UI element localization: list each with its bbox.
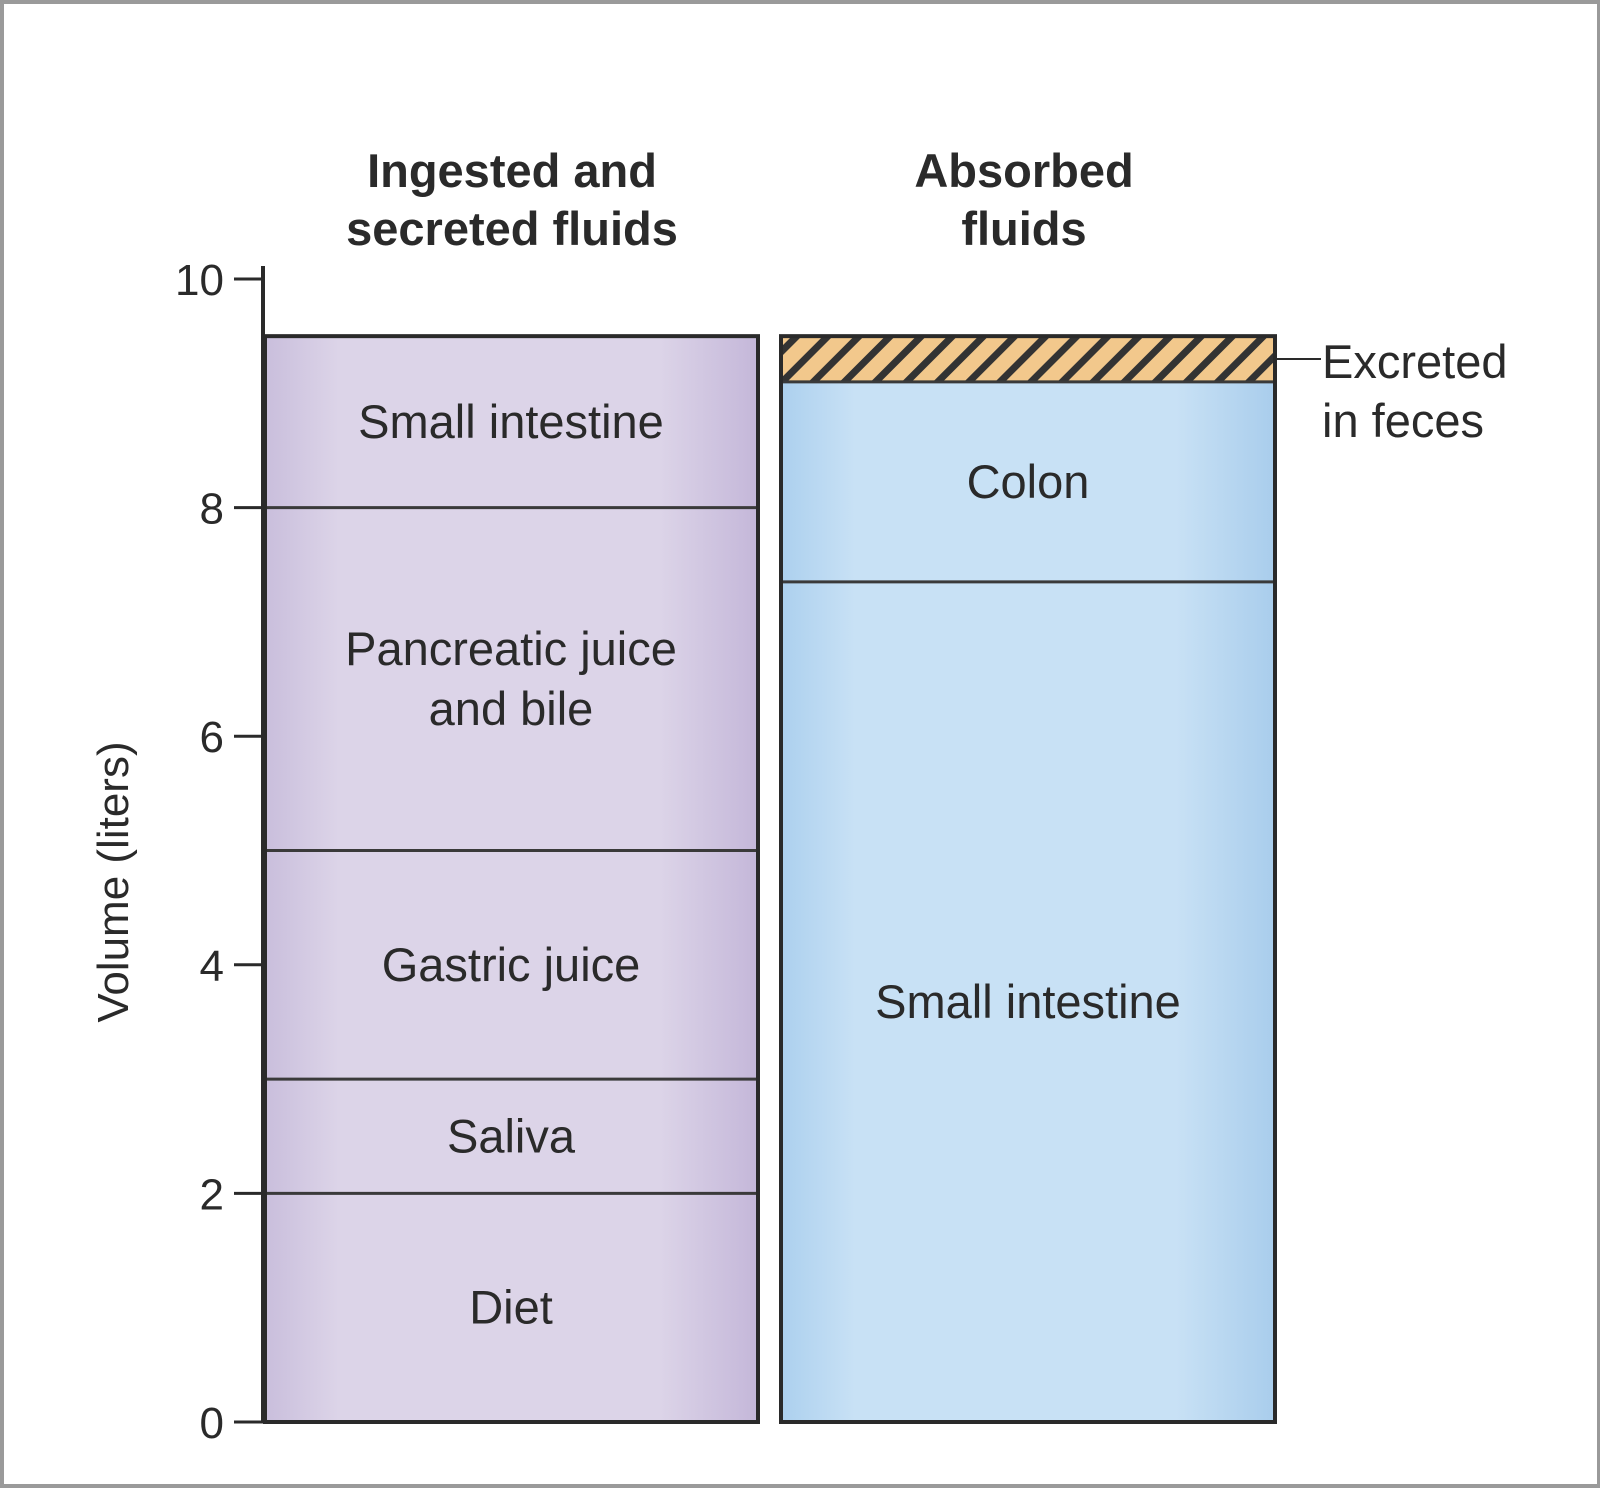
- segment-label: Colon: [967, 455, 1090, 508]
- stacked-bar-chart: 0 2 4 6 8 10 Volume (liters) Ingested andsecret…: [89, 144, 1507, 1448]
- y-tick-label: 6: [200, 713, 224, 762]
- column-header: Absorbed: [914, 144, 1133, 197]
- segment-label: Pancreatic juice: [345, 622, 677, 675]
- segment-label: Small intestine: [875, 975, 1181, 1028]
- excreted-segment: [781, 336, 1275, 382]
- bar-segment: [265, 336, 758, 508]
- y-tick-label: 2: [200, 1170, 224, 1219]
- segment-label: Small intestine: [358, 395, 664, 448]
- segment-label: Saliva: [447, 1109, 576, 1162]
- bar-segment: [265, 850, 758, 1080]
- segment-label: Diet: [469, 1281, 553, 1334]
- segment-label: and bile: [429, 682, 594, 735]
- bar-outline: [779, 334, 1277, 1424]
- column-header: secreted fluids: [346, 202, 678, 255]
- column-header: Ingested and: [367, 144, 657, 197]
- bar-outline: [263, 334, 760, 1424]
- bar-segment: [265, 1193, 758, 1422]
- y-tick-label: 4: [200, 942, 224, 991]
- bar-segment: [781, 381, 1275, 582]
- bar-segment: [265, 507, 758, 851]
- y-axis-label: Volume (liters): [89, 741, 138, 1022]
- column-header: fluids: [961, 202, 1086, 255]
- y-tick-label: 8: [200, 485, 224, 534]
- bar-segment: [265, 1079, 758, 1194]
- y-tick-label: 10: [175, 256, 224, 305]
- annotation-label: in feces: [1322, 394, 1484, 447]
- segment-label: Gastric juice: [382, 938, 641, 991]
- y-tick-label: 0: [200, 1399, 224, 1448]
- annotation-label: Excreted: [1322, 335, 1507, 388]
- bar-segment: [781, 581, 1275, 1422]
